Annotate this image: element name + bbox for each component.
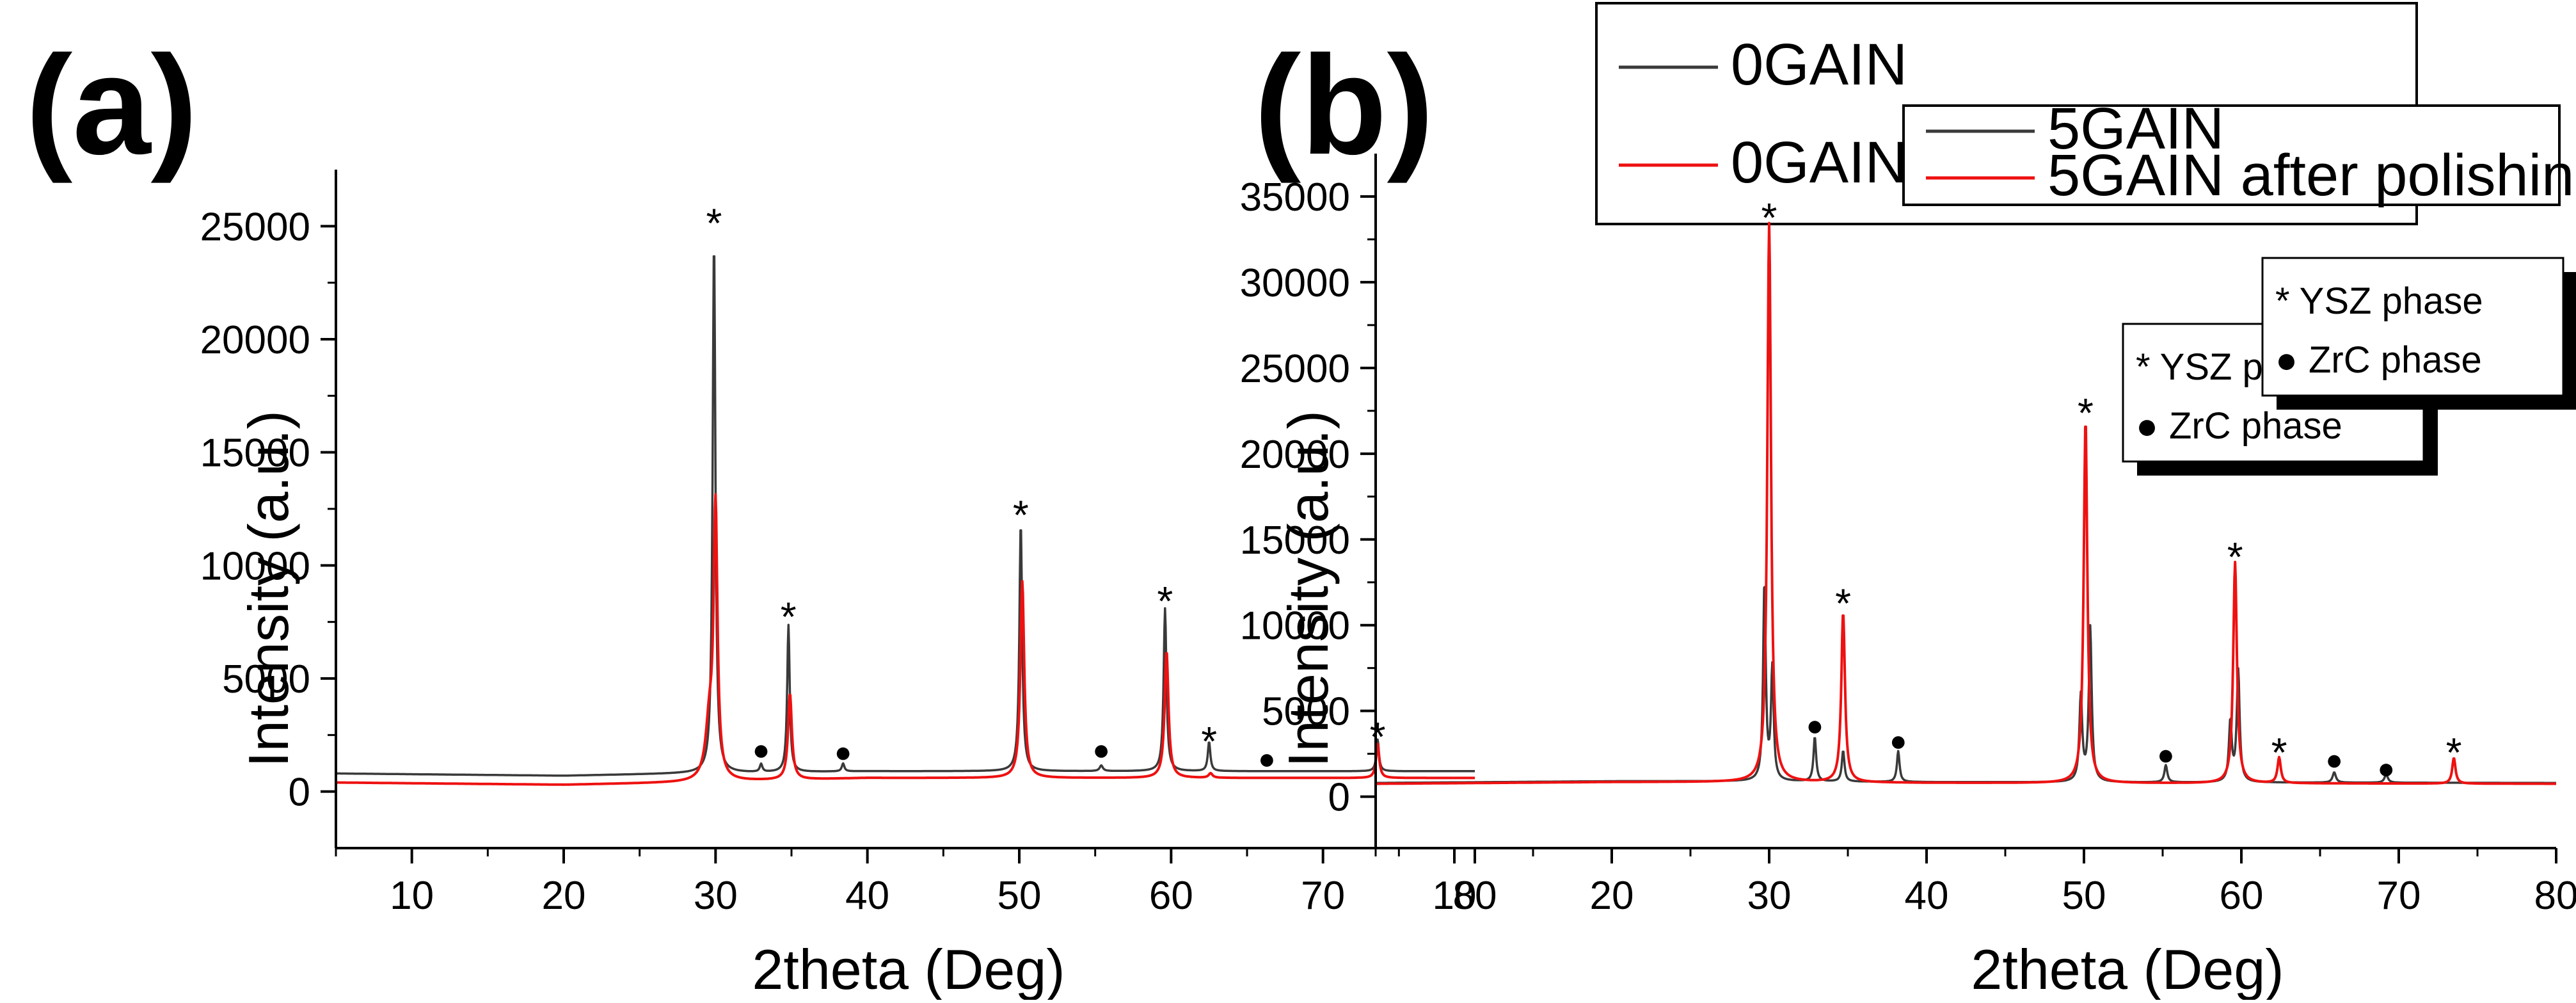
panel-b-ysz-marker: * <box>2446 730 2462 776</box>
panel-b-phase-legend: * YSZ phase ● ZrC phase <box>2261 257 2576 410</box>
panel-a-legend-label-0gain: 0GAIN <box>1731 32 1907 97</box>
panel-b-axes: 10 20 30 40 50 60 70 80 0 5000 10000 15000 20000 2500… <box>1240 154 2576 918</box>
panel-b-y-tick-label: 5000 <box>1262 690 1350 734</box>
panel-a-x-tick-label: 60 <box>1149 874 1193 918</box>
panel-b-y-tick-label: 30000 <box>1240 261 1350 305</box>
panel-b-ysz-marker: * <box>1835 581 1851 627</box>
panel-b-x-tick-label: 30 <box>1747 874 1792 918</box>
panel-b-plot: * * * * * * ● ● ● ● ● 10 20 30 40 50 60 70 80 0 5000 10000 15… <box>1240 154 2576 918</box>
panel-b-y-tick-label: 0 <box>1328 776 1350 820</box>
panel-b-ysz-marker: * <box>1761 195 1777 241</box>
panel-a-ylabel: Intensity (a.u.) <box>237 410 300 767</box>
panel-b-y-tick-label: 35000 <box>1240 175 1350 220</box>
panel-b-zrc-marker: ● <box>2325 742 2343 776</box>
panel-b-legend-label-5gain: 5GAIN <box>2047 96 2224 161</box>
panel-a-ysz-marker: * <box>1370 714 1386 760</box>
panel-b-phase-legend-ysz: * YSZ phase <box>2275 280 2483 322</box>
panel-b-zrc-marker: ● <box>2157 737 2175 771</box>
panel-b-legend: 5GAIN 5GAIN after polishing <box>1902 96 2576 208</box>
panel-a-x-tick-label: 40 <box>845 874 889 918</box>
panel-b-series-after-polishing-line <box>1375 221 2557 785</box>
panel-b-x-tick-label: 40 <box>1905 874 1949 918</box>
panel-b-x-tick-label: 70 <box>2377 874 2421 918</box>
panel-b-x-tick-label: 10 <box>1433 874 1477 918</box>
panel-b-phase-legend-zrc-dot: ● <box>2275 339 2298 381</box>
panel-a-series-layer <box>335 255 1476 786</box>
panel-a-phase-legend-zrc-dot: ● <box>2136 405 2158 447</box>
panel-b-legend-box <box>1902 104 2561 206</box>
panel-a-x-tick-label: 20 <box>542 874 586 918</box>
panel-a-series-as-prepared-line <box>335 255 1475 777</box>
panel-a-y-tick-label: 15000 <box>200 431 310 476</box>
panel-b-phase-legend-box <box>2261 257 2564 397</box>
panel-b-phase-markers: * * * * * * ● ● ● ● ● <box>1761 195 2462 785</box>
panel-b-y-tick-label: 10000 <box>1240 604 1350 648</box>
panel-b-x-tick-label: 50 <box>2062 874 2106 918</box>
panel-b-ylabel: Intensity (a.u.) <box>1276 410 1340 767</box>
panel-a-zrc-marker: ● <box>1092 733 1110 766</box>
panel-a-ysz-marker: * <box>706 200 722 246</box>
panel-a-y-tick-label: 5000 <box>222 657 310 702</box>
panel-a-plot: * * * * * * ● ● ● ● 10 20 30 40 50 60 70 80 0 5000 10000 150… <box>200 170 1497 918</box>
panel-a-x-tick-label: 30 <box>694 874 738 918</box>
panel-b-x-tick-label: 20 <box>1590 874 1634 918</box>
panel-b-x-tick-label: 60 <box>2220 874 2264 918</box>
panel-b-ysz-marker: * <box>2078 390 2094 436</box>
panel-b-y-tick-label: 15000 <box>1240 518 1350 563</box>
panel-b-xlabel: 2theta (Deg) <box>1971 938 2284 1000</box>
panel-b-label: (b) <box>1254 26 1434 184</box>
panel-a-phase-legend-zrc: ZrC phase <box>2169 405 2342 447</box>
panel-a-x-tick-label: 80 <box>1453 874 1497 918</box>
panel-b-zrc-marker: ● <box>1889 724 1907 757</box>
panel-b-x-tick-label: 80 <box>2534 874 2576 918</box>
panel-b-series-layer <box>1375 221 2557 785</box>
panel-a-axes: 10 20 30 40 50 60 70 80 0 5000 10000 15000 20000 2500… <box>200 170 1497 918</box>
panel-a-xlabel: 2theta (Deg) <box>752 938 1065 1000</box>
panel-a-y-tick-label: 10000 <box>200 544 310 588</box>
panel-a-zrc-marker: ● <box>752 733 770 766</box>
panel-b-zrc-marker: ● <box>1806 709 1824 742</box>
panel-a-ysz-marker: * <box>1201 718 1217 764</box>
panel-b-legend-label-polished: 5GAIN after polishing <box>2047 143 2576 208</box>
panel-a-series-after-polishing-line <box>335 493 1476 786</box>
panel-a-ysz-marker: * <box>1157 578 1173 624</box>
panel-a-ysz-marker: * <box>1013 492 1029 538</box>
panel-b-zrc-marker: ● <box>2377 751 2395 785</box>
panel-a-zrc-marker: ● <box>1258 742 1276 775</box>
panel-a-label: (a) <box>26 26 198 184</box>
panel-a-y-tick-label: 25000 <box>200 205 310 249</box>
panel-a-x-tick-label: 50 <box>998 874 1042 918</box>
panel-a-x-tick-label: 10 <box>390 874 434 918</box>
panel-b-phase-legend-zrc: ZrC phase <box>2309 339 2482 381</box>
panel-a-y-tick-label: 0 <box>289 771 310 815</box>
panel-a-ysz-marker: * <box>781 594 797 640</box>
panel-a-phase-markers: * * * * * * ● ● ● ● <box>706 200 1386 775</box>
panel-b-y-tick-label: 25000 <box>1240 347 1350 391</box>
panel-b: (b) * * * * * * ● ● ● ● ● 10 20 30 40 50 60 70 80 0 5000 100… <box>1240 26 2576 1001</box>
panel-b-ysz-marker: * <box>2271 730 2287 776</box>
panel-b-ysz-marker: * <box>2227 534 2243 580</box>
panel-a-x-tick-label: 70 <box>1301 874 1345 918</box>
panel-b-y-tick-label: 20000 <box>1240 433 1350 477</box>
panel-a-zrc-marker: ● <box>834 735 852 769</box>
panel-a-y-tick-label: 20000 <box>200 318 310 362</box>
